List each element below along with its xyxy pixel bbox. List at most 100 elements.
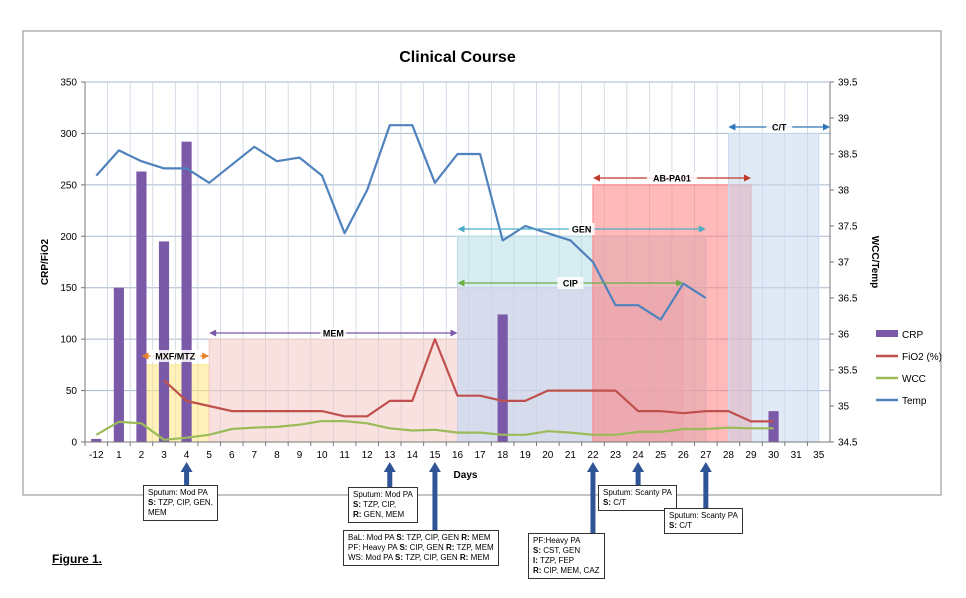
annotation-text: R: (353, 510, 362, 519)
x-tick-label: 20 (542, 450, 554, 461)
x-tick-label: 16 (452, 450, 464, 461)
annotation-text: Sputum: Mod PA (353, 490, 413, 499)
figure-label: Figure 1. (52, 552, 103, 566)
right-tick-label: 35 (838, 402, 850, 413)
treatment-band-mem (208, 338, 458, 443)
band-mxf-mtz-arrow-head-left (141, 352, 149, 360)
legend-label: CRP (902, 330, 923, 341)
legend-label: FiO2 (%) (902, 352, 942, 363)
x-tick-label: 8 (274, 450, 280, 461)
annotation-arrow-shaft (184, 468, 190, 485)
annotation-line: BaL: Mod PA S: TZP, CIP, GEN R: MEM (348, 533, 494, 543)
annotation-text: Sputum: Scanty PA (669, 511, 738, 520)
legend-label: WCC (902, 374, 926, 385)
band-c-t-arrow-head-right (823, 123, 830, 131)
x-tick-label: 13 (384, 450, 396, 461)
annotation-text: S: (669, 521, 677, 530)
x-tick-label: 26 (678, 450, 690, 461)
annotation-arrow-shaft (703, 468, 709, 508)
band-c-t-arrow-head-left (728, 123, 736, 131)
annotation-text: TZP, CIP, GEN (402, 553, 460, 562)
annotation-text: CIP, MEM, CAZ (541, 566, 600, 575)
right-tick-label: 39 (838, 114, 850, 125)
annotation-text: PF:Heavy PA (533, 536, 581, 545)
x-tick-label: -12 (89, 450, 104, 461)
annotation-text: C/T (611, 498, 627, 507)
band-gen-arrow-head-right (698, 225, 706, 233)
annotation-text: WS: Mod PA (348, 553, 395, 562)
crp-bar (181, 141, 192, 442)
x-tick-label: 7 (252, 450, 258, 461)
band-gen-label-bg (568, 223, 595, 235)
annotation-box: Sputum: Scanty PA S: C/T (664, 508, 743, 534)
annotation-line: S: C/T (603, 498, 672, 508)
x-tick-label: 18 (497, 450, 509, 461)
left-tick-label: 100 (60, 335, 77, 346)
right-tick-label: 38.5 (838, 150, 858, 161)
x-tick-label: 23 (610, 450, 622, 461)
right-tick-label: 38 (838, 186, 850, 197)
legend-swatch-crp (876, 330, 898, 337)
x-tick-label: 22 (587, 450, 599, 461)
annotation-text: MEM (469, 533, 491, 542)
annotation-arrow-head (632, 462, 645, 472)
band-c-t-label-bg (766, 121, 793, 133)
annotation-arrow-head (586, 462, 599, 472)
right-tick-label: 36.5 (838, 294, 858, 305)
annotation-line: S: TZP, CIP, GEN, (148, 498, 213, 508)
x-tick-label: 27 (700, 450, 712, 461)
right-tick-label: 39.5 (838, 78, 858, 89)
annotation-box: Sputum: Mod PA S: TZP, CIP, R: GEN, MEM (348, 487, 418, 523)
x-tick-label: 1 (116, 450, 122, 461)
series-line-wcc (95, 420, 774, 441)
chart-title: Clinical Course (399, 49, 516, 66)
x-tick-label: 5 (206, 450, 212, 461)
annotation-line: Sputum: Scanty PA (603, 488, 672, 498)
x-tick-label: 21 (565, 450, 577, 461)
x-tick-label: 6 (229, 450, 235, 461)
annotation-text: TZP, CIP, GEN, (156, 498, 213, 507)
annotation-text: Sputum: Mod PA (148, 488, 208, 497)
annotation-line: PF:Heavy PA (533, 536, 600, 546)
annotation-line: R: CIP, MEM, CAZ (533, 566, 600, 576)
annotation-text: R: (459, 553, 469, 562)
annotation-text: S: (399, 543, 408, 552)
right-tick-label: 34.5 (838, 438, 858, 449)
annotation-text: TZP, FEP (537, 556, 575, 565)
annotation-box: Sputum: Scanty PA S: C/T (598, 485, 677, 511)
annotation-text: S: (148, 498, 156, 507)
crp-bar (136, 171, 147, 442)
annotation-text: TZP, MEM (454, 543, 494, 552)
left-axis-title: CRP/FiO2 (40, 239, 51, 286)
band-mem-arrow-head-right (450, 329, 458, 337)
treatment-band-ab-pa01 (592, 184, 752, 443)
band-ab-pa01-label-bg (646, 172, 697, 184)
band-mxf-mtz-label: MXF/MTZ (155, 352, 195, 362)
crp-bar (768, 411, 779, 442)
annotation-line: Sputum: Mod PA (353, 490, 413, 500)
left-tick-label: 0 (71, 438, 77, 449)
crp-bar (158, 241, 170, 442)
annotation-line: S: C/T (669, 521, 738, 531)
right-axis-title: WCC/Temp (869, 236, 880, 289)
right-tick-label: 37.5 (838, 222, 858, 233)
x-tick-label: 14 (407, 450, 419, 461)
band-mem-label: MEM (323, 329, 344, 339)
band-mem-label-bg (320, 327, 347, 339)
annotation-arrow-head (428, 462, 441, 472)
x-tick-label: 4 (184, 450, 190, 461)
annotation-line: I: TZP, FEP (533, 556, 600, 566)
annotation-text: Sputum: Scanty PA (603, 488, 672, 497)
annotation-text: R: (445, 543, 455, 552)
annotation-text: CIP, GEN (407, 543, 446, 552)
annotation-text: R: (461, 533, 470, 542)
left-tick-label: 150 (60, 283, 77, 294)
x-tick-label: 25 (655, 450, 667, 461)
band-ab-pa01-arrow-head-right (743, 174, 751, 182)
annotation-text: TZP, CIP, GEN (404, 533, 462, 542)
x-tick-label: 15 (429, 450, 441, 461)
band-gen-label: GEN (572, 225, 592, 235)
left-tick-label: 350 (60, 78, 77, 89)
annotation-text: C/T (677, 521, 693, 530)
